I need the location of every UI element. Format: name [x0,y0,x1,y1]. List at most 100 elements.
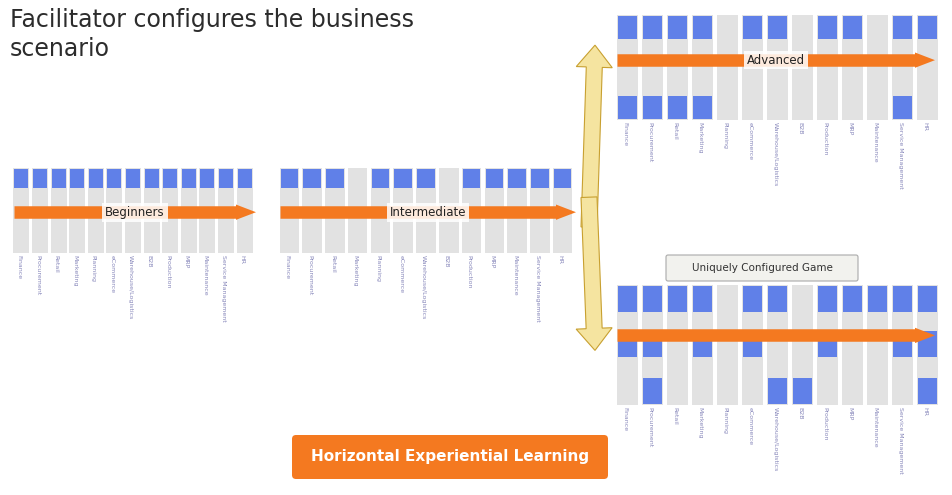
Text: Maintenance: Maintenance [872,122,878,163]
Bar [281,169,298,188]
Bar [666,15,688,120]
Text: Procurement: Procurement [307,255,312,295]
Text: Marketing: Marketing [698,122,703,153]
Bar [917,285,939,405]
Bar [416,168,436,253]
Text: HR: HR [558,255,563,264]
Bar [51,169,66,188]
Text: Uniquely Configured Game: Uniquely Configured Game [691,263,832,273]
Text: MRP: MRP [847,407,852,420]
Bar [643,96,663,119]
Text: Planning: Planning [723,407,727,434]
Bar [917,15,939,120]
Bar [13,168,30,253]
Bar [618,331,637,357]
Bar [181,168,197,253]
Bar [162,168,178,253]
Text: B2B: B2B [147,255,151,267]
Text: Horizontal Experiential Learning: Horizontal Experiential Learning [311,449,589,464]
Bar [50,168,67,253]
Bar [125,168,141,253]
Bar [126,169,140,188]
Bar [88,168,104,253]
Bar [642,285,664,405]
Bar [693,286,712,312]
Bar [89,169,103,188]
Bar [743,16,763,39]
Bar [818,331,837,357]
Bar [439,168,459,253]
Text: Finance: Finance [623,407,627,431]
Bar [370,168,390,253]
Bar [767,286,787,312]
Bar [393,168,413,253]
Bar [892,285,913,405]
Bar [14,169,29,188]
Text: Maintenance: Maintenance [872,407,878,447]
Bar [667,286,687,312]
Bar [531,169,548,188]
Bar [417,169,435,188]
Bar [766,285,788,405]
Bar [693,96,712,119]
Bar [218,168,234,253]
Text: Production: Production [823,407,827,441]
Text: Service Management: Service Management [898,122,902,189]
Bar [163,169,177,188]
Bar [842,15,863,120]
Bar [108,169,122,188]
Text: Finance: Finance [16,255,21,279]
Bar [347,168,367,253]
Bar [893,16,912,39]
Text: Finance: Finance [623,122,627,146]
Text: Warehouse/Logistics: Warehouse/Logistics [421,255,426,319]
Text: Procurement: Procurement [647,407,652,447]
Polygon shape [576,197,612,350]
Bar [868,286,887,312]
Text: Retail: Retail [53,255,58,273]
Bar [32,168,48,253]
Bar [767,16,787,39]
Text: eCommerce: eCommerce [747,122,752,160]
Bar [717,285,738,405]
Bar [642,15,664,120]
Text: Production: Production [466,255,471,289]
Bar [618,286,637,312]
Text: Facilitator configures the business
scenario: Facilitator configures the business scen… [10,8,414,61]
Bar [693,331,712,357]
Text: Planning: Planning [375,255,381,282]
Bar [818,16,837,39]
Bar [553,168,572,253]
Text: Warehouse/Logistics: Warehouse/Logistics [128,255,133,319]
Bar [200,168,215,253]
Text: Maintenance: Maintenance [203,255,208,296]
Text: Planning: Planning [90,255,96,282]
Text: eCommerce: eCommerce [109,255,114,293]
Bar [866,15,888,120]
Bar [693,16,712,39]
Polygon shape [556,204,576,220]
Bar [327,169,344,188]
Bar [817,15,839,120]
Text: Production: Production [166,255,170,289]
Bar [666,285,688,405]
Bar [304,169,321,188]
Bar [893,286,912,312]
Text: HR: HR [922,407,927,416]
Bar [507,168,526,253]
Text: Warehouse/Logistics: Warehouse/Logistics [772,407,778,471]
Bar [617,285,638,405]
Bar [767,378,787,404]
Bar [280,168,299,253]
Text: Maintenance: Maintenance [512,255,517,296]
Bar [742,285,764,405]
Bar [463,169,481,188]
Bar [326,168,345,253]
Bar [643,331,663,357]
Text: MRP: MRP [489,255,494,268]
Text: Finance: Finance [285,255,289,279]
Text: Planning: Planning [723,122,727,149]
Bar [766,15,788,120]
Bar [743,286,763,312]
Bar [866,285,888,405]
